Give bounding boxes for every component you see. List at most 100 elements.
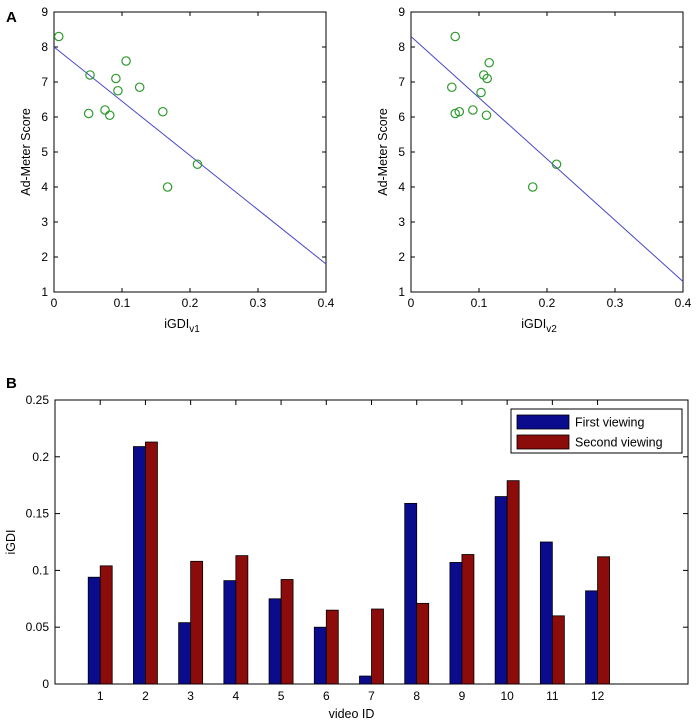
data-point [192,159,203,170]
panel-label-a: A [6,9,17,26]
x-tick-label: 0.3 [250,296,267,310]
y-tick-label: 8 [398,40,405,54]
data-point [454,106,465,117]
data-point [100,105,110,115]
y-tick-label: 1 [41,285,48,299]
y-tick-label: 2 [41,250,48,264]
x-tick-label: 0 [408,296,415,310]
data-point [53,31,64,42]
x-tick-label: 1 [97,689,104,703]
bar-first-viewing [585,590,598,685]
x-tick-label: 2 [142,689,149,703]
bar-second-viewing [416,602,430,685]
x-tick-label: 3 [187,689,194,703]
x-tick-label: 12 [591,689,605,703]
legend-swatch-first-viewing [516,414,570,430]
y-tick-label: 1 [398,285,405,299]
bar-second-viewing [597,556,610,685]
y-tick-label: 4 [398,180,405,194]
legend-swatch-second-viewing [516,434,570,450]
x-tick-label: 0.2 [182,296,199,310]
data-point [113,85,123,96]
bar-second-viewing [99,565,113,685]
y-tick-label: 6 [41,110,48,124]
data-point [121,56,131,66]
scatter-plot-v2: 0 0.1 0.2 0.3 0.4 1 2 3 4 5 6 7 8 9 iGDIv2 Ad-Meter Sco… [376,5,692,335]
data-point [85,70,95,80]
bar-first-viewing [133,446,146,685]
plot-frame [410,11,684,293]
x-tick-label: 9 [459,689,466,703]
y-tick-label: 5 [41,145,48,159]
x-axis-title: iGDIv1 [164,317,200,335]
y-tick-label: 7 [398,75,405,89]
legend-label-first-viewing: First viewing [575,416,645,430]
bar-first-viewing [268,598,282,685]
x-axis-title: video ID [329,707,375,721]
legend: First viewing Second viewing [510,408,683,454]
y-tick-label: 7 [41,75,48,89]
bar-first-viewing [87,576,101,685]
bar-first-viewing [223,580,237,685]
y-tick-label: 3 [398,215,405,229]
x-tick-label: 0.3 [607,296,624,310]
bar-first-viewing [494,496,508,685]
x-axis-title-subscript: v1 [189,324,200,335]
x-tick-label: 0.4 [318,296,335,310]
bar-second-viewing [506,480,520,685]
data-point [158,106,168,117]
data-point [476,87,486,98]
bar-second-viewing [551,615,565,685]
y-tick-label: 0.25 [26,393,50,407]
x-tick-label: 8 [413,689,420,703]
y-tick-label: 6 [398,110,405,124]
data-point [468,105,478,115]
bar-first-viewing [313,626,327,685]
y-axis-title: iGDI [4,530,18,555]
bar-second-viewing [461,554,475,685]
regression-line [53,46,327,265]
y-tick-label: 5 [398,145,405,159]
plot-frame [53,11,327,293]
x-tick-label: 5 [278,689,285,703]
x-tick-label: 0.2 [539,296,556,310]
bar-second-viewing [190,560,204,685]
bar-first-viewing [359,675,372,685]
y-tick-label: 0.15 [26,507,50,521]
data-point [450,31,460,42]
y-tick-label: 9 [398,5,405,19]
data-point [478,70,489,80]
y-tick-label: 8 [41,40,48,54]
data-point [162,182,173,192]
y-tick-label: 4 [41,180,48,194]
data-point [481,110,492,121]
y-tick-label: 9 [41,5,48,19]
y-axis-title: Ad-Meter Score [376,108,390,196]
data-point [111,73,121,84]
x-tick-label: 0.1 [114,296,131,310]
x-tick-label: 0.4 [675,296,692,310]
bar-second-viewing [371,608,384,685]
x-axis-title: iGDIv2 [521,317,557,335]
bar-chart-igdi: 00.050.10.150.20.251 2 3 4 5 6 7 8 9 10 11 12video … [4,393,689,721]
x-tick-label: 6 [323,689,330,703]
x-axis-title-subscript: v2 [546,324,557,335]
bar-first-viewing [449,562,463,685]
y-tick-label: 3 [41,215,48,229]
x-tick-label: 11 [546,689,559,703]
x-tick-label: 0 [51,296,58,310]
x-axis-title-text: iGDI [521,317,546,331]
bar-second-viewing [280,579,294,685]
regression-line [410,36,684,282]
x-tick-label: 0.1 [471,296,488,310]
data-point [482,73,492,84]
bar-first-viewing [404,502,418,685]
data-point [527,182,538,192]
y-tick-label: 0.05 [26,620,50,634]
x-axis-title-text: iGDI [164,317,189,331]
y-tick-label: 2 [398,250,405,264]
data-point [83,108,94,119]
legend-label-second-viewing: Second viewing [575,436,663,450]
panel-label-b: B [6,375,17,392]
